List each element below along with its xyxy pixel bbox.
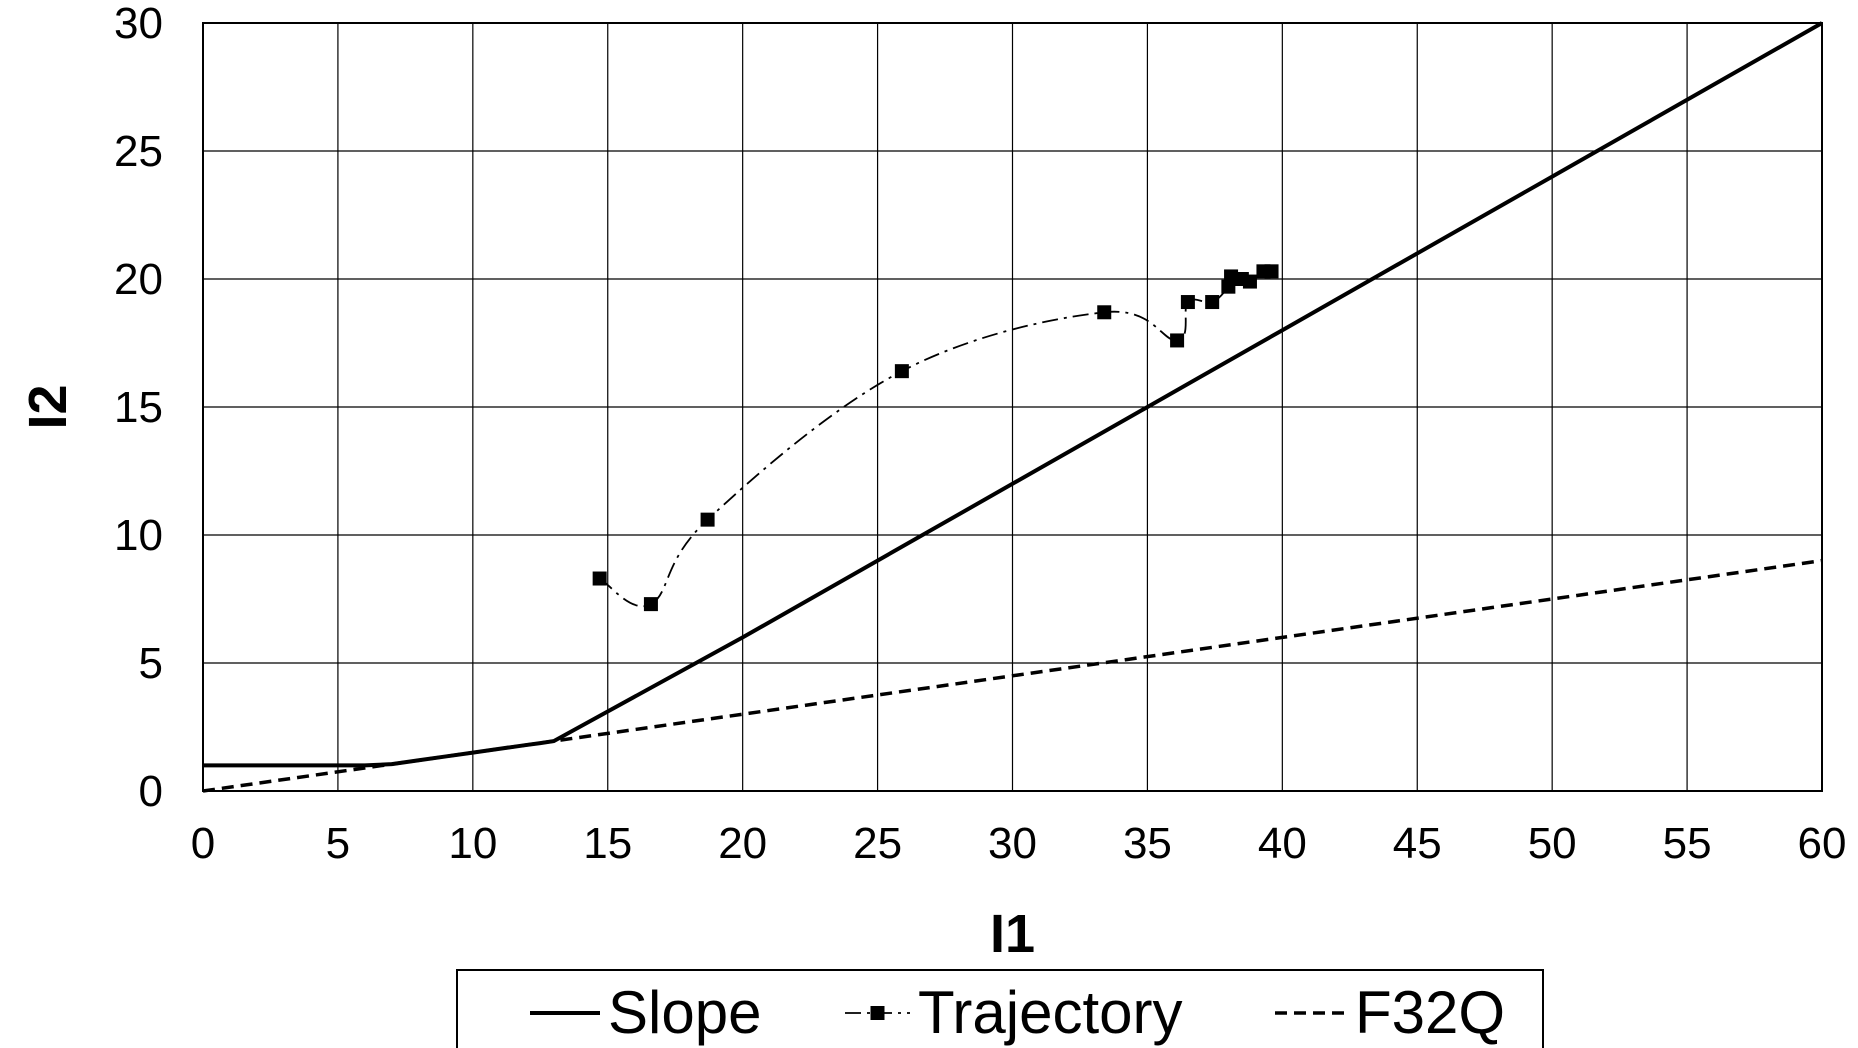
y-tick-label: 0 [139, 767, 163, 816]
legend-item-f32q: F32Q [1275, 979, 1505, 1046]
y-tick-label: 25 [114, 127, 163, 176]
series-layer [202, 21, 1823, 793]
data-point [700, 512, 715, 527]
x-tick-label: 5 [326, 819, 350, 868]
x-tick-label: 30 [988, 819, 1037, 868]
x-tick-label: 45 [1393, 819, 1442, 868]
plot-area [202, 22, 1823, 792]
y-tick-label: 30 [114, 0, 163, 48]
data-point [1205, 295, 1220, 310]
series-line [599, 269, 1272, 608]
series-trajectory [592, 264, 1279, 612]
y-tick-label: 20 [114, 255, 163, 304]
x-tick-label: 0 [191, 819, 215, 868]
legend: Slope Trajectory F32Q [456, 969, 1544, 1048]
data-point [1097, 305, 1112, 320]
legend-label: Slope [608, 979, 761, 1046]
x-tick-label: 60 [1798, 819, 1847, 868]
tick-labels: 0 5 10 15 20 25 30 35 40 45 50 55 60 0 5 10 15 20 25 30 [114, 0, 1846, 868]
y-tick-label: 15 [114, 383, 163, 432]
x-tick-label: 25 [853, 819, 902, 868]
legend-item-trajectory: Trajectory [845, 979, 1183, 1046]
legend-marker [870, 1006, 885, 1020]
data-point [1224, 269, 1239, 284]
y-tick-label: 10 [114, 511, 163, 560]
x-tick-label: 40 [1258, 819, 1307, 868]
data-point [1242, 274, 1257, 289]
x-tick-label: 55 [1663, 819, 1712, 868]
data-point [1264, 264, 1279, 279]
y-tick-label: 5 [139, 639, 163, 688]
x-axis-title: I1 [990, 904, 1035, 964]
data-point [1180, 295, 1195, 310]
series-line [202, 558, 1823, 793]
y-axis-title: I2 [18, 384, 78, 429]
series-f32q [202, 558, 1823, 793]
data-point [1170, 333, 1185, 348]
data-point [592, 571, 607, 586]
legend-box [456, 969, 1544, 1048]
x-tick-label: 15 [583, 819, 632, 868]
legend-label: F32Q [1355, 979, 1505, 1046]
data-point [643, 597, 658, 612]
x-tick-label: 35 [1123, 819, 1172, 868]
x-tick-label: 50 [1528, 819, 1577, 868]
x-tick-label: 10 [448, 819, 497, 868]
data-point [894, 364, 909, 379]
legend-label: Trajectory [918, 979, 1183, 1046]
x-tick-label: 20 [718, 819, 767, 868]
legend-item-slope: Slope [530, 979, 761, 1046]
